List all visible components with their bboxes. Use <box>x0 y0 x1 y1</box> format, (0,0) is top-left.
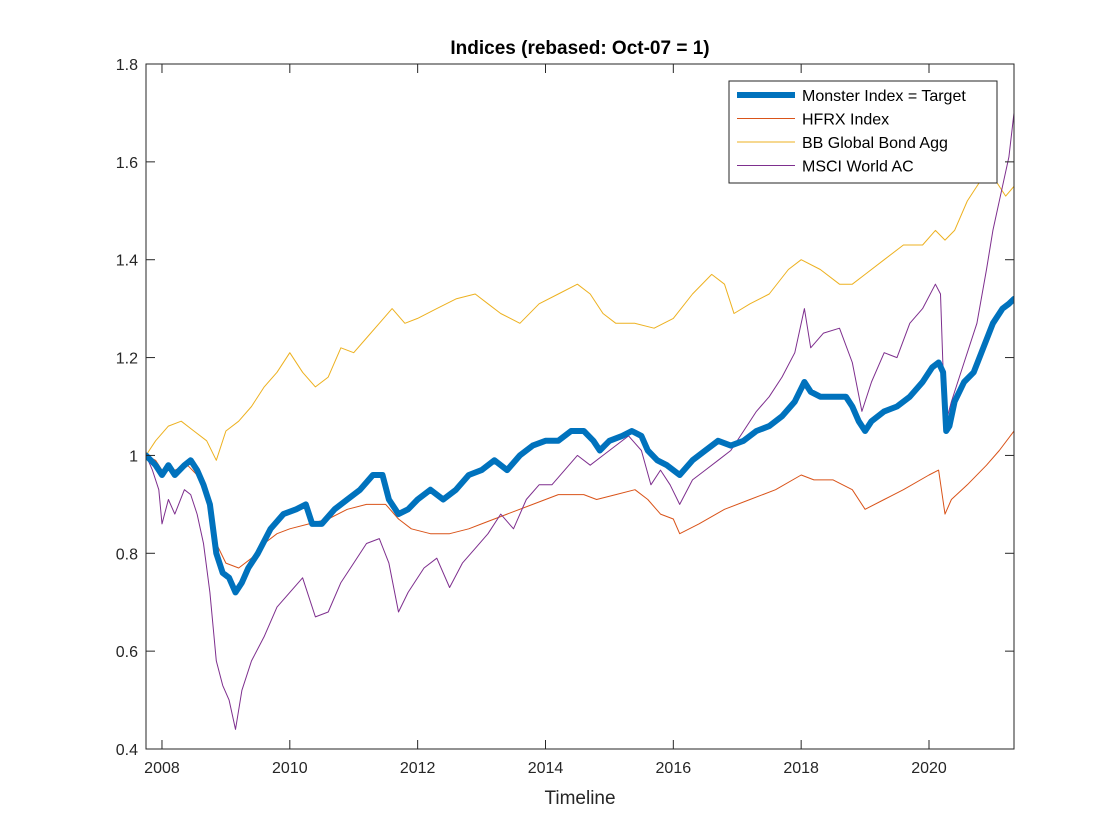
series-line-monster-index-target <box>146 295 1014 596</box>
x-tick-label: 2014 <box>528 760 564 777</box>
x-axis: 2008 2010 2012 2014 2016 2018 2020 <box>144 64 947 777</box>
x-tick-label: 2008 <box>144 760 180 777</box>
y-tick-label: 1.6 <box>116 155 138 172</box>
series-line-hfrx-index <box>146 430 1014 569</box>
legend-label: HFRX Index <box>802 112 889 129</box>
y-tick-label: 1 <box>129 448 138 465</box>
y-tick-label: 0.8 <box>116 546 138 563</box>
y-tick-label: 0.6 <box>116 644 138 661</box>
plot-frame <box>145 63 1015 750</box>
y-axis: 0.4 0.6 0.8 1 1.2 1.4 1.6 1.8 <box>116 57 1014 759</box>
x-tick-label: 2010 <box>272 760 308 777</box>
chart-title: Indices (rebased: Oct-07 = 1) <box>450 38 709 59</box>
series-line-bb-global-bond-agg <box>146 176 1014 461</box>
x-axis-label: Timeline <box>544 788 615 809</box>
x-tick-label: 2012 <box>400 760 436 777</box>
x-tick-label: 2016 <box>656 760 692 777</box>
series-layer <box>146 112 1014 730</box>
x-tick-label: 2020 <box>911 760 947 777</box>
x-tick-label: 2018 <box>783 760 819 777</box>
legend-label: BB Global Bond Agg <box>802 135 948 152</box>
legend-label: MSCI World AC <box>802 159 914 176</box>
legend: Monster Index = Target HFRX Index BB Globa… <box>728 80 998 184</box>
y-tick-label: 1.2 <box>116 351 138 368</box>
y-tick-label: 1.4 <box>116 253 138 270</box>
y-tick-label: 1.8 <box>116 57 138 74</box>
legend-label: Monster Index = Target <box>802 88 966 105</box>
y-tick-label: 0.4 <box>116 742 138 759</box>
series-line-msci-world-ac <box>146 112 1014 730</box>
